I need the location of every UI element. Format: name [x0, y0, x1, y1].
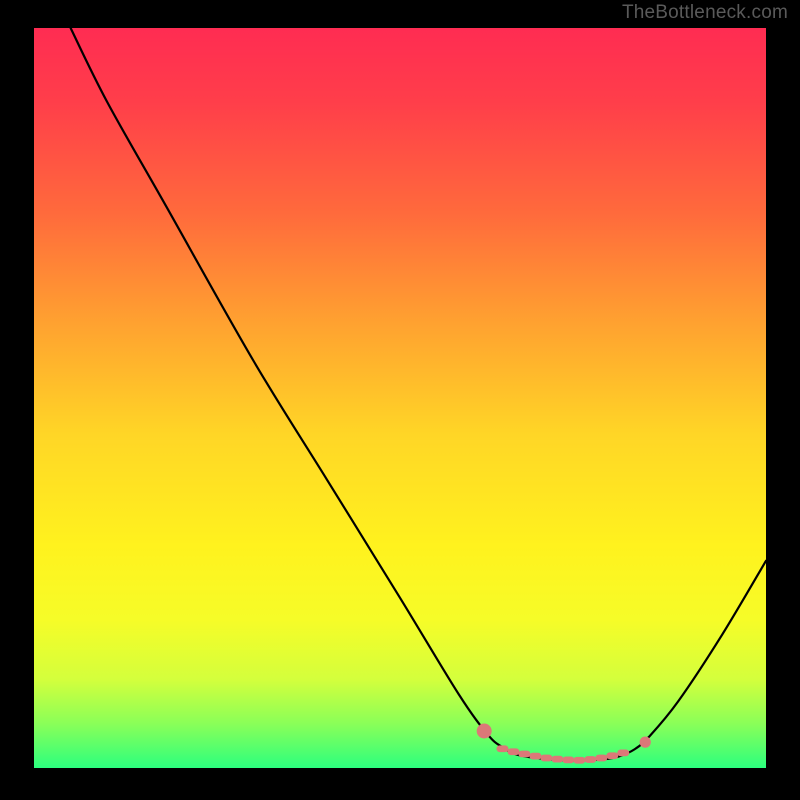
highlight-dash — [507, 748, 519, 755]
watermark-text: TheBottleneck.com — [622, 2, 788, 24]
highlight-dot — [477, 724, 492, 739]
bottleneck-chart — [0, 0, 800, 800]
plot-background-gradient — [34, 28, 766, 768]
highlight-dot — [640, 736, 651, 747]
highlight-dash — [529, 753, 541, 760]
highlight-dash — [540, 755, 552, 762]
highlight-dash — [496, 745, 508, 752]
highlight-dash — [562, 757, 574, 764]
highlight-dash — [551, 756, 563, 763]
highlight-dash — [584, 756, 596, 763]
highlight-dash — [617, 749, 629, 756]
chart-container: TheBottleneck.com — [0, 0, 800, 800]
highlight-dash — [573, 757, 585, 764]
highlight-dash — [606, 752, 618, 759]
highlight-dash — [518, 751, 530, 758]
highlight-dash — [595, 755, 607, 762]
